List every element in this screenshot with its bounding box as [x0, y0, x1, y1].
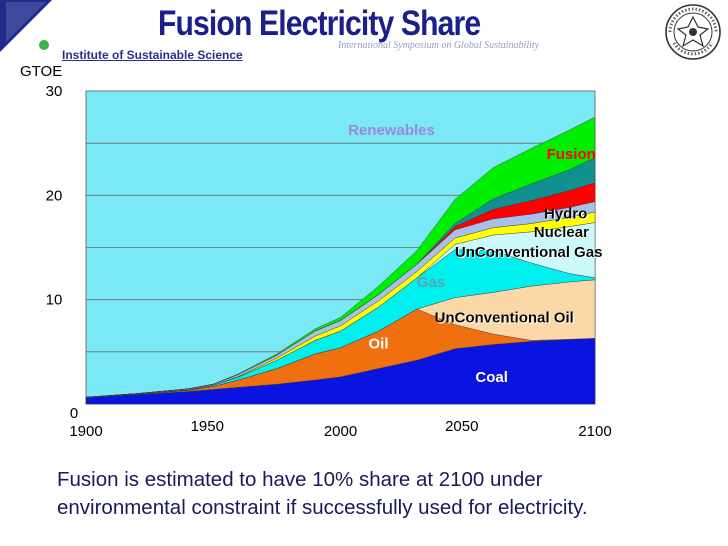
x-tick-label: 1950	[191, 418, 224, 435]
caption: Fusion is estimated to have 10% share at…	[57, 466, 588, 522]
university-logo	[0, 0, 60, 58]
y-tick-label: 20	[46, 187, 63, 204]
caption-line-1: Fusion is estimated to have 10% share at…	[57, 468, 543, 491]
caption-line-2: environmental constraint if successfully…	[57, 496, 588, 519]
x-tick-label: 2000	[324, 423, 357, 440]
x-tick-label: 2050	[445, 418, 478, 435]
y-axis-label: GTOE	[20, 63, 62, 80]
series-label-renewables: Renewables	[348, 122, 435, 139]
series-label-coal: Coal	[475, 369, 508, 386]
x-tick-label: 1900	[69, 423, 102, 440]
x-tick-label: 2100	[578, 423, 611, 440]
series-label-unconventional-oil: UnConventional Oil	[435, 310, 574, 327]
series-label-hydro: Hydro	[544, 205, 587, 222]
series-label-nuclear: Nuclear	[534, 224, 589, 241]
page-title: Fusion Electricity Share	[158, 4, 481, 43]
series-label-fusion: Fusion	[547, 146, 596, 163]
y-tick-label: 30	[46, 83, 63, 100]
series-label-gas: Gas	[417, 274, 445, 291]
y-tick-label: 0	[70, 405, 78, 422]
university-seal	[665, 4, 721, 60]
series-label-oil: Oil	[368, 336, 388, 353]
series-label-unconventional-gas: UnConventional Gas	[455, 244, 603, 261]
symposium-name: International Symposium on Global Sustai…	[338, 40, 540, 51]
area-renewables	[85, 116, 596, 398]
y-tick-label: 10	[46, 292, 63, 309]
institute-name: Institute of Sustainable Science	[62, 48, 243, 62]
